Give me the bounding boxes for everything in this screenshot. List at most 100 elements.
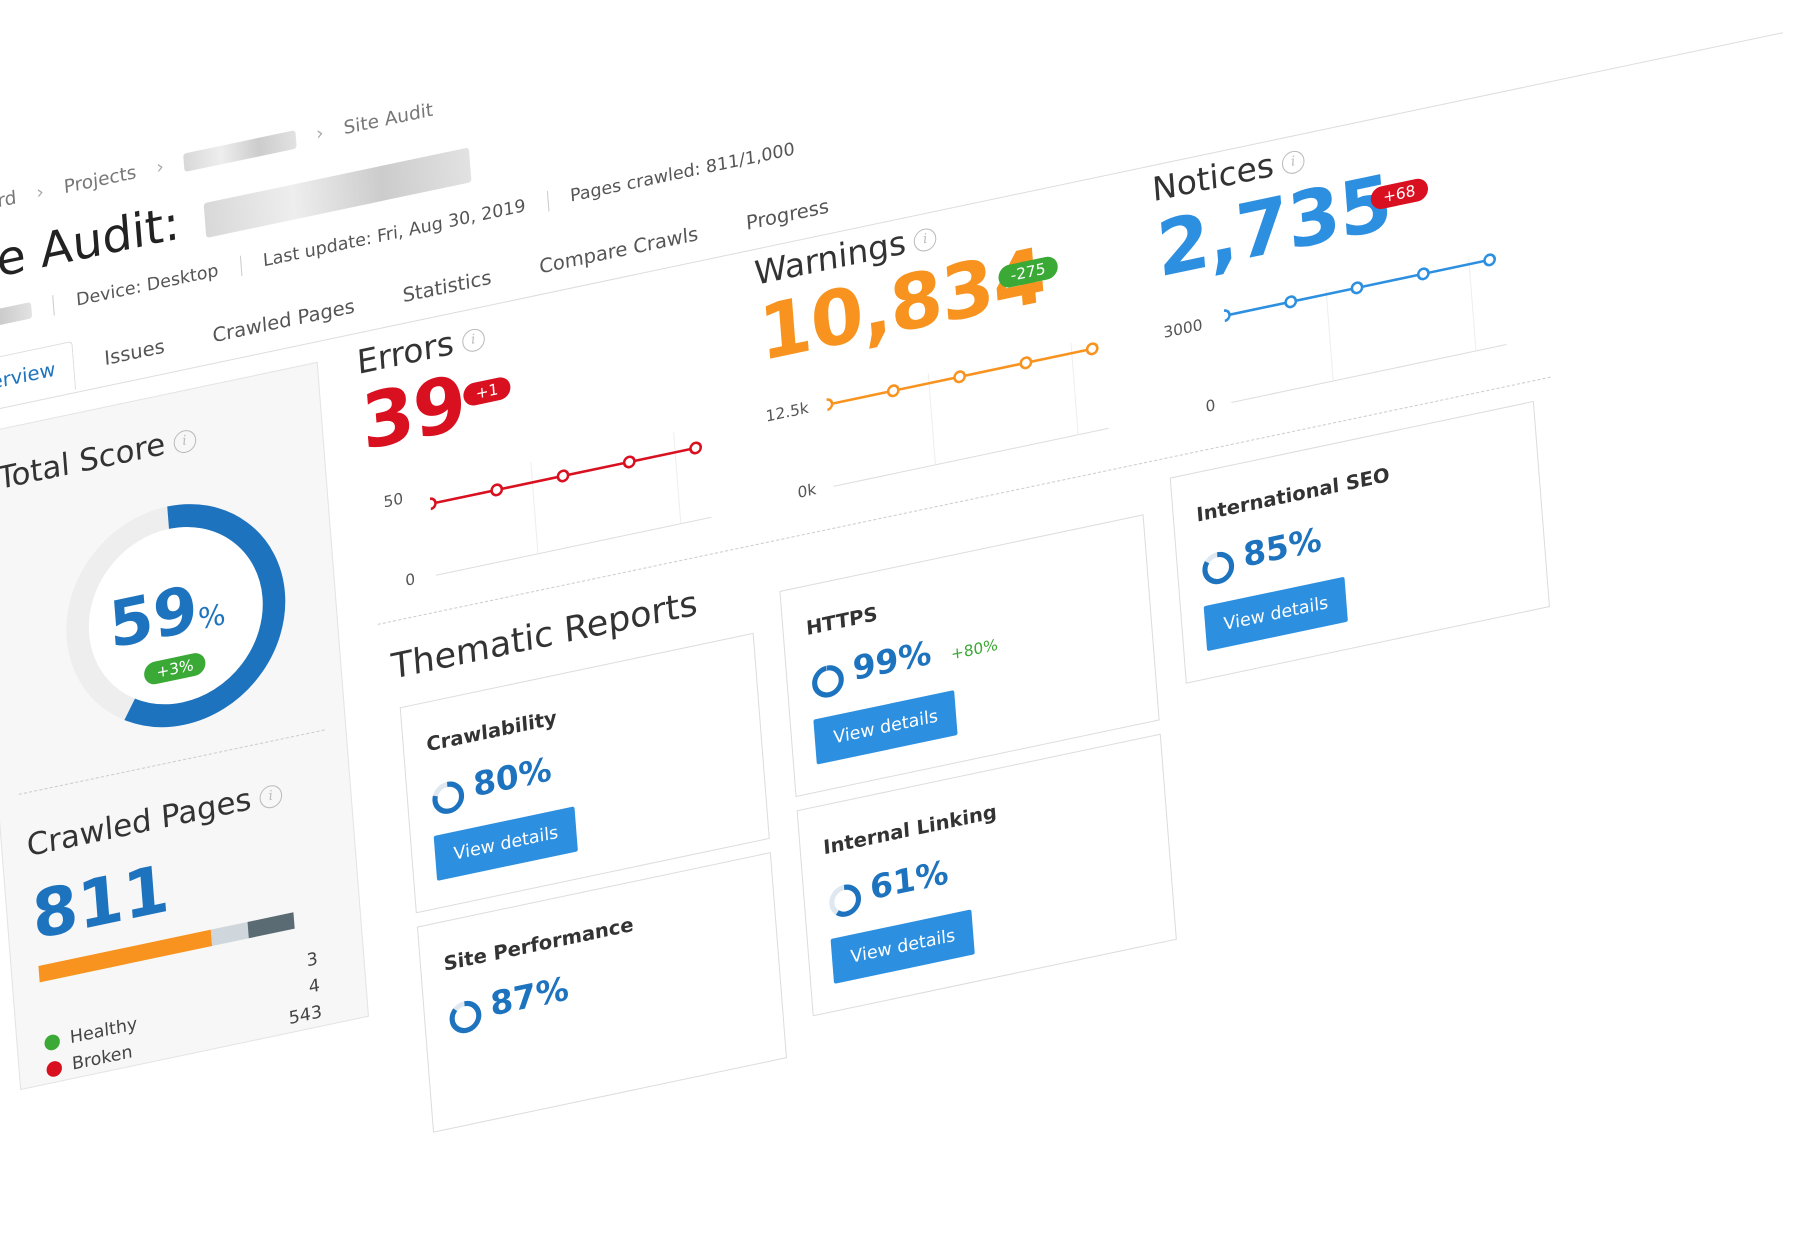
- errors-point[interactable]: [428, 497, 437, 511]
- errors-delta: +1: [462, 375, 512, 408]
- notices-ytick-top: 3000: [1162, 315, 1204, 342]
- errors-point[interactable]: [622, 455, 636, 469]
- warnings-point[interactable]: [953, 370, 966, 384]
- report-name: Internal Linking: [822, 800, 998, 860]
- tab-overview[interactable]: Overview: [0, 340, 77, 418]
- axis-line: [833, 427, 1109, 487]
- warnings-sparkline: [825, 342, 1109, 487]
- warnings-point[interactable]: [825, 398, 834, 412]
- warnings-point[interactable]: [1019, 356, 1033, 370]
- legend-count: 4: [308, 975, 321, 999]
- view-details-button[interactable]: View details: [830, 909, 976, 984]
- report-score: 85%: [1199, 520, 1323, 589]
- tab-statistics[interactable]: Statistics: [401, 266, 493, 308]
- bar-segment-tertiary: [247, 912, 295, 939]
- redacted-project-name[interactable]: [183, 130, 297, 173]
- info-icon[interactable]: i: [1281, 148, 1306, 176]
- total-score-title: Total Score i: [0, 420, 197, 497]
- warnings-ytick-top: 12.5k: [765, 398, 810, 426]
- view-details-wrap: View details: [1203, 576, 1349, 652]
- info-icon[interactable]: i: [913, 226, 938, 254]
- progress-ring-icon: [449, 1000, 482, 1033]
- view-details-wrap: View details: [830, 909, 976, 984]
- report-delta: +80%: [950, 635, 999, 664]
- report-score: 87%: [446, 969, 570, 1038]
- warnings-widget: Warnings i 10,834 -275 12.5k 0k: [753, 184, 1110, 520]
- report-name: HTTPS: [805, 602, 879, 641]
- info-icon[interactable]: i: [461, 326, 486, 354]
- info-icon[interactable]: i: [172, 427, 197, 455]
- errors-delta-badge: +1: [462, 375, 512, 408]
- notices-point[interactable]: [1223, 309, 1231, 323]
- notices-point[interactable]: [1416, 267, 1430, 281]
- divider: [546, 190, 550, 212]
- grid-line: [927, 372, 936, 465]
- chevron-right-icon: ›: [315, 122, 325, 146]
- report-name: Crawlability: [425, 706, 558, 757]
- errors-ytick-bottom: 0: [404, 569, 416, 590]
- grid-line: [530, 461, 539, 554]
- report-pct: 61%: [868, 852, 950, 908]
- report-name: Site Performance: [442, 913, 635, 976]
- warnings-ytick-bottom: 0k: [796, 479, 817, 503]
- crawled-pages-title: Crawled Pages i: [26, 775, 284, 864]
- report-score: 80%: [429, 749, 553, 818]
- report-card-https: HTTPS 99% +80% View details: [779, 514, 1160, 798]
- report-score: 99% +80%: [809, 619, 1000, 702]
- divider: [52, 295, 56, 316]
- crawled-pages-value[interactable]: 811: [29, 851, 172, 956]
- report-pct: 80%: [471, 749, 553, 805]
- notices-point[interactable]: [1350, 281, 1364, 295]
- report-pct: 99%: [851, 633, 933, 689]
- total-score-label: Total Score: [0, 426, 167, 498]
- redacted-url: [0, 301, 33, 338]
- errors-widget: Errors i 39 +1 50 0: [356, 272, 713, 608]
- total-score-unit: %: [196, 597, 227, 637]
- broken-dot-icon: [45, 1059, 63, 1078]
- notices-sparkline: [1223, 253, 1507, 404]
- legend-count: 3: [305, 948, 319, 972]
- grid-line: [1325, 289, 1334, 382]
- view-details-button[interactable]: View details: [1203, 576, 1349, 652]
- axis-line: [1231, 343, 1507, 404]
- errors-point[interactable]: [556, 469, 570, 483]
- report-card-internal-linking: Internal Linking 61% View details: [796, 733, 1177, 1017]
- report-card-crawlability: Crawlability 80% View details: [399, 632, 770, 914]
- breadcrumb-dashboard[interactable]: ashboard: [0, 186, 18, 227]
- tab-issues[interactable]: Issues: [103, 335, 166, 371]
- notices-point[interactable]: [1284, 295, 1298, 309]
- errors-ytick-top: 50: [382, 489, 404, 512]
- healthy-dot-icon: [43, 1032, 61, 1052]
- errors-sparkline: [428, 431, 712, 576]
- notices-point[interactable]: [1483, 253, 1496, 267]
- warnings-point[interactable]: [1085, 342, 1099, 356]
- total-score-card: Total Score i 59% +3% Crawled Pages i 811 …: [0, 361, 370, 1091]
- grid-line: [1070, 342, 1079, 435]
- total-score-donut: [66, 504, 286, 728]
- breadcrumb-site-audit: Site Audit: [342, 99, 434, 140]
- axis-line: [435, 516, 712, 576]
- view-details-button[interactable]: View details: [813, 689, 959, 765]
- view-details-button[interactable]: View details: [433, 806, 579, 881]
- errors-point[interactable]: [689, 441, 702, 455]
- info-icon[interactable]: i: [258, 782, 283, 810]
- tab-crawled-pages[interactable]: Crawled Pages: [211, 295, 356, 348]
- breadcrumb-projects[interactable]: Projects: [63, 161, 138, 199]
- divider: [239, 255, 243, 277]
- progress-ring-icon: [1202, 551, 1235, 584]
- donut-arc: [66, 504, 286, 728]
- report-score: 61%: [826, 852, 950, 921]
- errors-point[interactable]: [490, 483, 504, 497]
- device-label[interactable]: Device: Desktop: [75, 260, 220, 311]
- crawled-pages-label: Crawled Pages: [25, 781, 253, 865]
- bar-segment-secondary: [210, 921, 249, 947]
- warnings-point[interactable]: [886, 384, 900, 398]
- report-pct: 85%: [1241, 519, 1323, 575]
- report-card-international-seo: International SEO 85% View details: [1169, 400, 1550, 684]
- progress-ring-icon: [812, 664, 844, 698]
- view-details-wrap: View details: [813, 689, 959, 765]
- chevron-right-icon: ›: [155, 155, 165, 179]
- notices-widget: Notices i 2,735 +68 3000 0: [1151, 100, 1508, 436]
- chevron-right-icon: ›: [35, 181, 45, 205]
